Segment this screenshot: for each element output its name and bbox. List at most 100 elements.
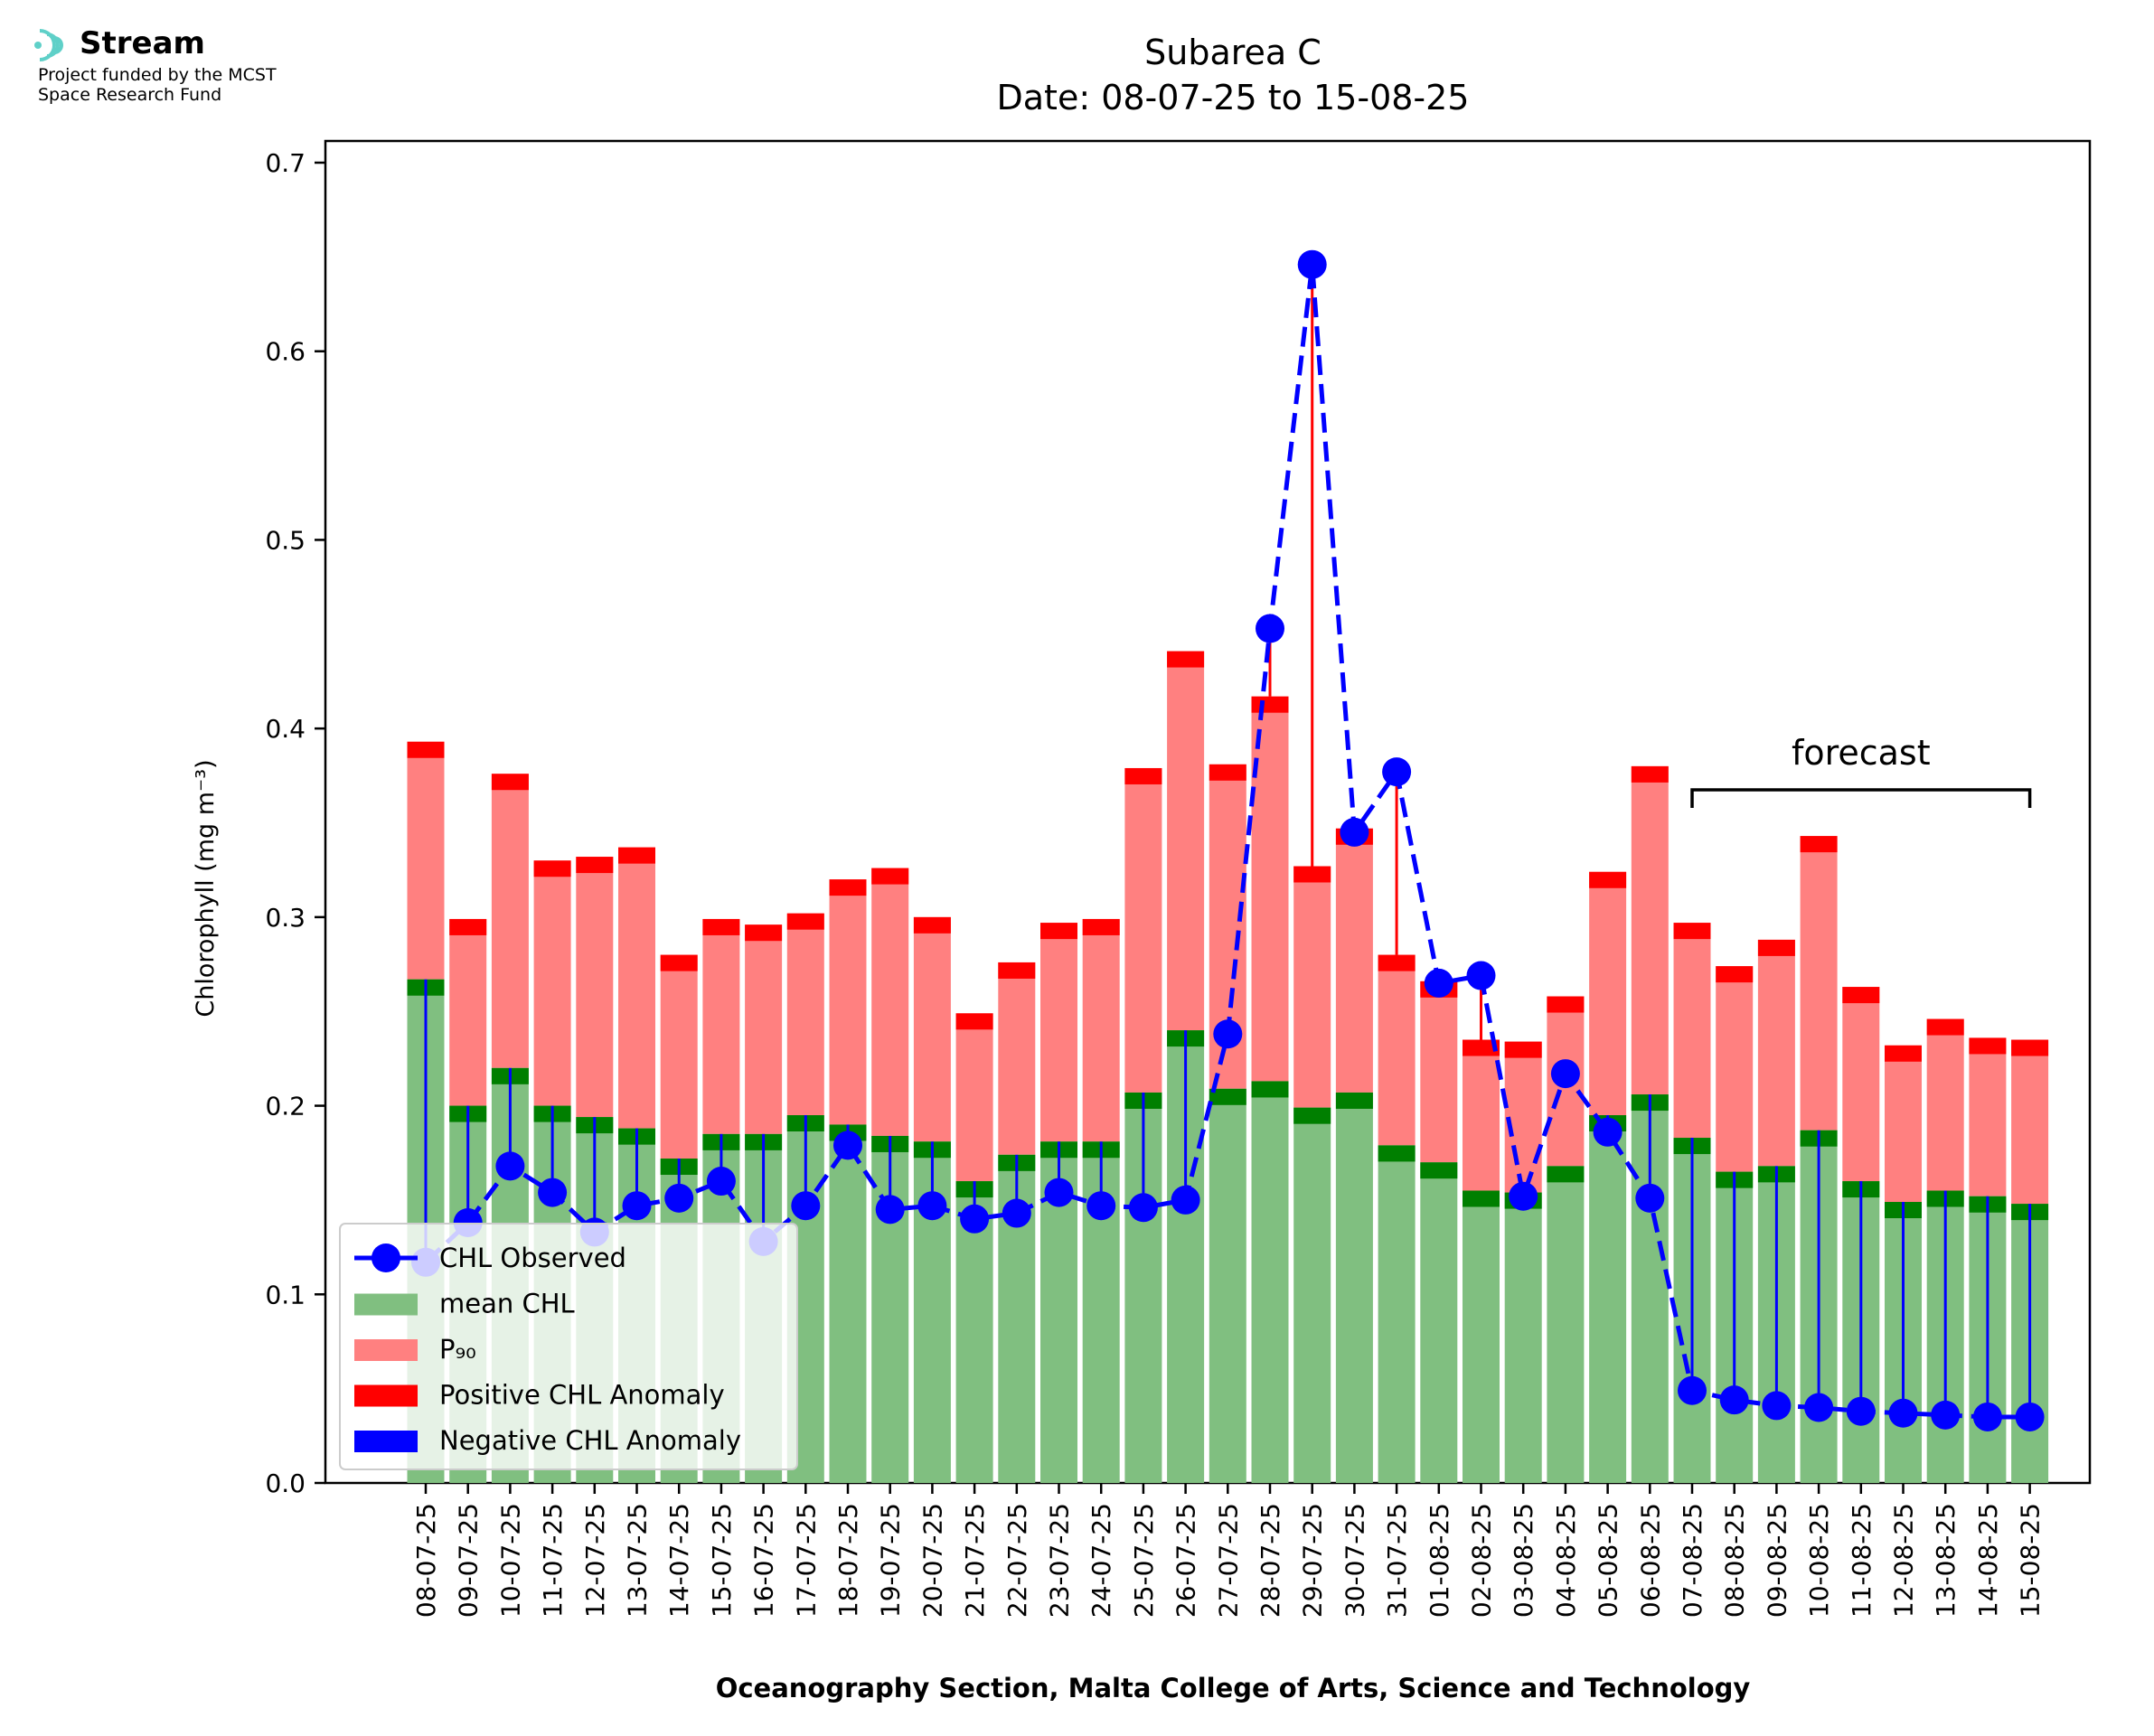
x-tick-label: 12-08-25 [1889,1503,1919,1618]
p90-bar [998,962,1036,1155]
mean-cap [1335,1092,1373,1109]
p90-bar [491,774,529,1068]
p90-bar [1420,981,1458,1163]
p90-cap [1716,966,1754,983]
p90-cap [745,924,783,942]
p90-cap [998,962,1036,979]
x-tick-label: 04-08-25 [1551,1503,1581,1618]
y-axis-label: Chlorophyll (mg m⁻³) [192,759,220,1017]
chl-observed-point [833,1131,862,1160]
p90-cap [829,879,867,896]
x-tick-label: 11-08-25 [1847,1503,1877,1618]
chl-observed-point [1846,1396,1876,1426]
chl-observed-point [1804,1393,1834,1422]
p90-bar [1800,836,1838,1131]
legend-patch-swatch [354,1293,418,1316]
mean-cap [1547,1166,1585,1183]
p90-bar [1885,1045,1922,1203]
mean-chl-bar [1420,1162,1458,1483]
x-tick-label: 15-07-25 [707,1503,737,1618]
y-tick-label: 0.4 [265,714,306,744]
p90-cap [871,868,909,885]
chl-observed-point [538,1178,568,1207]
x-tick-label: 22-07-25 [1002,1503,1032,1618]
p90-cap [1504,1041,1542,1058]
x-tick-label: 06-08-25 [1635,1503,1665,1618]
legend-patch-swatch [354,1431,418,1452]
chl-observed-point [1550,1059,1580,1089]
p90-cap [1082,918,1120,935]
mean-chl-bar [1589,1115,1627,1483]
x-tick-label: 13-08-25 [1931,1503,1961,1618]
x-tick-label: 25-07-25 [1129,1503,1159,1618]
p90-bar [1842,987,1880,1182]
x-tick-label: 13-07-25 [623,1503,653,1618]
p90-cap [955,1013,993,1030]
p90-bar [745,924,783,1134]
mean-chl-bar [1463,1190,1500,1483]
legend-label: mean CHL [439,1289,575,1319]
p90-bar [449,918,487,1106]
x-tick-label: 10-07-25 [495,1503,525,1618]
y-tick-label: 0.5 [265,525,306,555]
logo-line-1: Project funded by the MCST [38,65,277,85]
chl-observed-point [917,1191,947,1221]
p90-bar [1631,765,1669,1095]
p90-cap [449,918,487,935]
chl-observed-point [706,1167,736,1196]
legend-label: P₉₀ [439,1334,476,1365]
chl-observed-point [1171,1185,1200,1215]
chl-observed-point [622,1191,652,1221]
p90-cap [1631,765,1669,783]
p90-cap [1757,939,1795,956]
p90-bar [1167,651,1205,1031]
p90-bar [913,916,951,1142]
p90-cap [1969,1037,2007,1055]
p90-cap [1293,866,1331,883]
x-tick-label: 02-08-25 [1467,1503,1497,1618]
chl-observed-point [495,1151,525,1181]
p90-cap [702,918,740,935]
y-tick-label: 0.6 [265,337,306,367]
p90-cap [491,774,529,791]
chl-observed-point [1888,1398,1918,1428]
p90-bar [2011,1039,2049,1205]
p90-cap [1673,923,1711,940]
x-tick-label: 30-07-25 [1340,1503,1369,1618]
legend-label: Positive CHL Anomaly [439,1380,725,1411]
p90-bar [618,847,655,1129]
chart-title: Subarea C [1144,33,1322,72]
p90-bar [1463,1039,1500,1191]
x-tick-label: 29-07-25 [1298,1503,1328,1618]
chl-observed-point [1002,1198,1031,1228]
p90-cap [407,741,445,758]
chl-observed-point [1213,1019,1243,1049]
plot-area: 0.0 0.1 0.2 0.3 0.4 0.5 0.6 0.7 08-07-25 09-07-25… [265,139,2092,1618]
p90-cap [786,913,824,930]
p90-bar [1926,1018,1964,1191]
p90-bar [533,860,571,1106]
legend-label: Negative CHL Anomaly [439,1425,741,1456]
p90-bar [1040,923,1077,1142]
mean-chl-bar [1293,1107,1331,1483]
chl-observed-point [1382,757,1412,787]
mean-chl-bar [1209,1088,1246,1483]
p90-bar [955,1013,993,1182]
p90-bar [1335,828,1373,1093]
x-tick-label: 20-07-25 [917,1503,947,1618]
mean-chl-bar [829,1124,867,1483]
chl-observed-point [1424,968,1453,998]
x-tick-label: 27-07-25 [1213,1503,1243,1618]
chl-observed-point [1762,1391,1792,1421]
x-tick-label: 14-07-25 [664,1503,694,1618]
y-tick-label: 0.3 [265,903,306,933]
p90-cap [2011,1039,2049,1056]
forecast-annotation: forecast [1792,733,1931,773]
x-tick-label: 19-07-25 [876,1503,906,1618]
p90-cap [660,954,698,971]
chl-observed-point [1509,1181,1538,1211]
logo-line-2: Space Research Fund [38,85,222,105]
p90-cap [1167,651,1205,668]
legend-box [339,1223,798,1470]
